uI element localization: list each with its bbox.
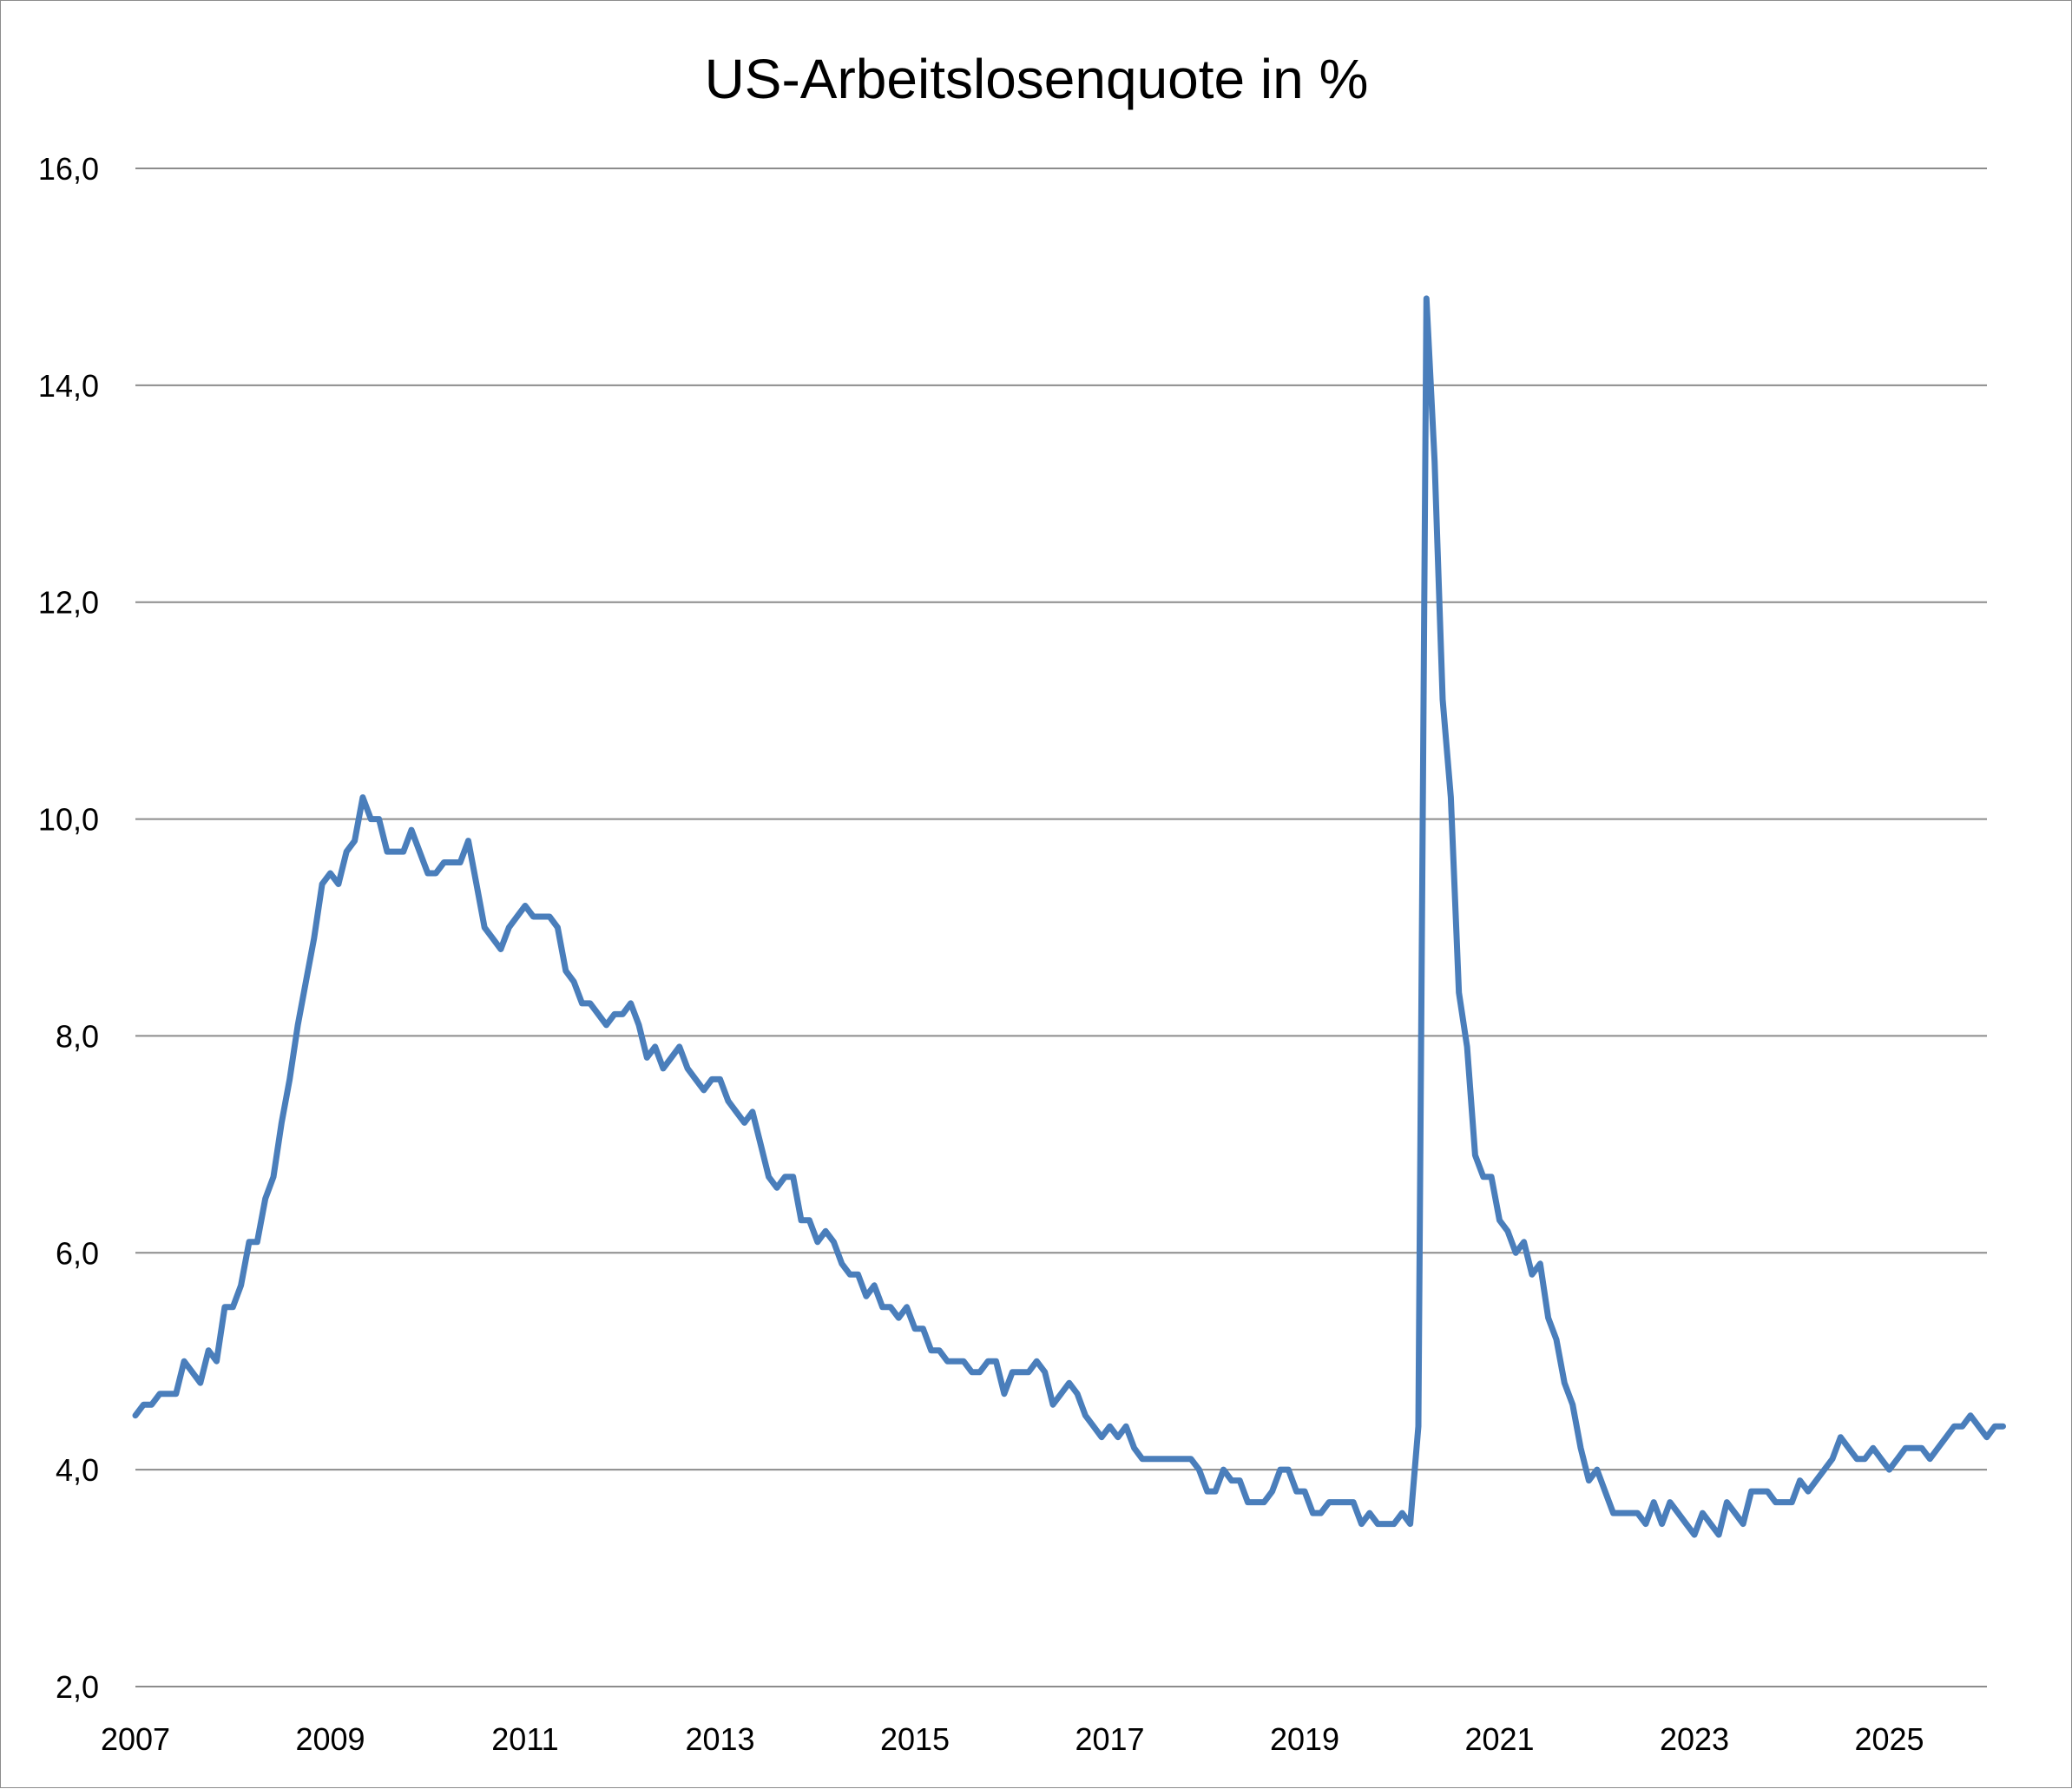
x-tick-label: 2025 [1854, 1721, 1924, 1757]
x-tick-label: 2007 [101, 1721, 170, 1757]
y-tick-label: 6,0 [56, 1235, 99, 1271]
chart-title: US-Arbeitslosenquote in % [705, 48, 1369, 110]
y-tick-label: 14,0 [38, 368, 99, 404]
series-line-0 [132, 295, 2006, 1538]
series-layer [132, 295, 2006, 1538]
y-tick-label: 12,0 [38, 585, 99, 621]
y-axis-tick-labels: 16,0 14,0 12,0 10,0 8,0 6,0 4,0 2,0 [38, 151, 99, 1705]
x-tick-label: 2011 [491, 1721, 558, 1757]
x-tick-label: 2023 [1660, 1721, 1729, 1757]
x-tick-label: 2009 [295, 1721, 365, 1757]
y-tick-label: 16,0 [38, 151, 99, 187]
gridlines [135, 168, 1987, 1687]
x-tick-label: 2021 [1464, 1721, 1534, 1757]
x-tick-label: 2019 [1270, 1721, 1339, 1757]
y-tick-label: 2,0 [56, 1669, 99, 1705]
y-tick-label: 8,0 [56, 1018, 99, 1054]
y-tick-label: 4,0 [56, 1452, 99, 1488]
x-tick-label: 2013 [685, 1721, 754, 1757]
x-tick-label: 2017 [1075, 1721, 1144, 1757]
y-tick-label: 10,0 [38, 802, 99, 838]
x-axis-tick-labels: 2007 2009 2011 2013 2015 2017 2019 2021 2023 2025 [101, 1721, 1924, 1757]
x-tick-label: 2015 [880, 1721, 950, 1757]
